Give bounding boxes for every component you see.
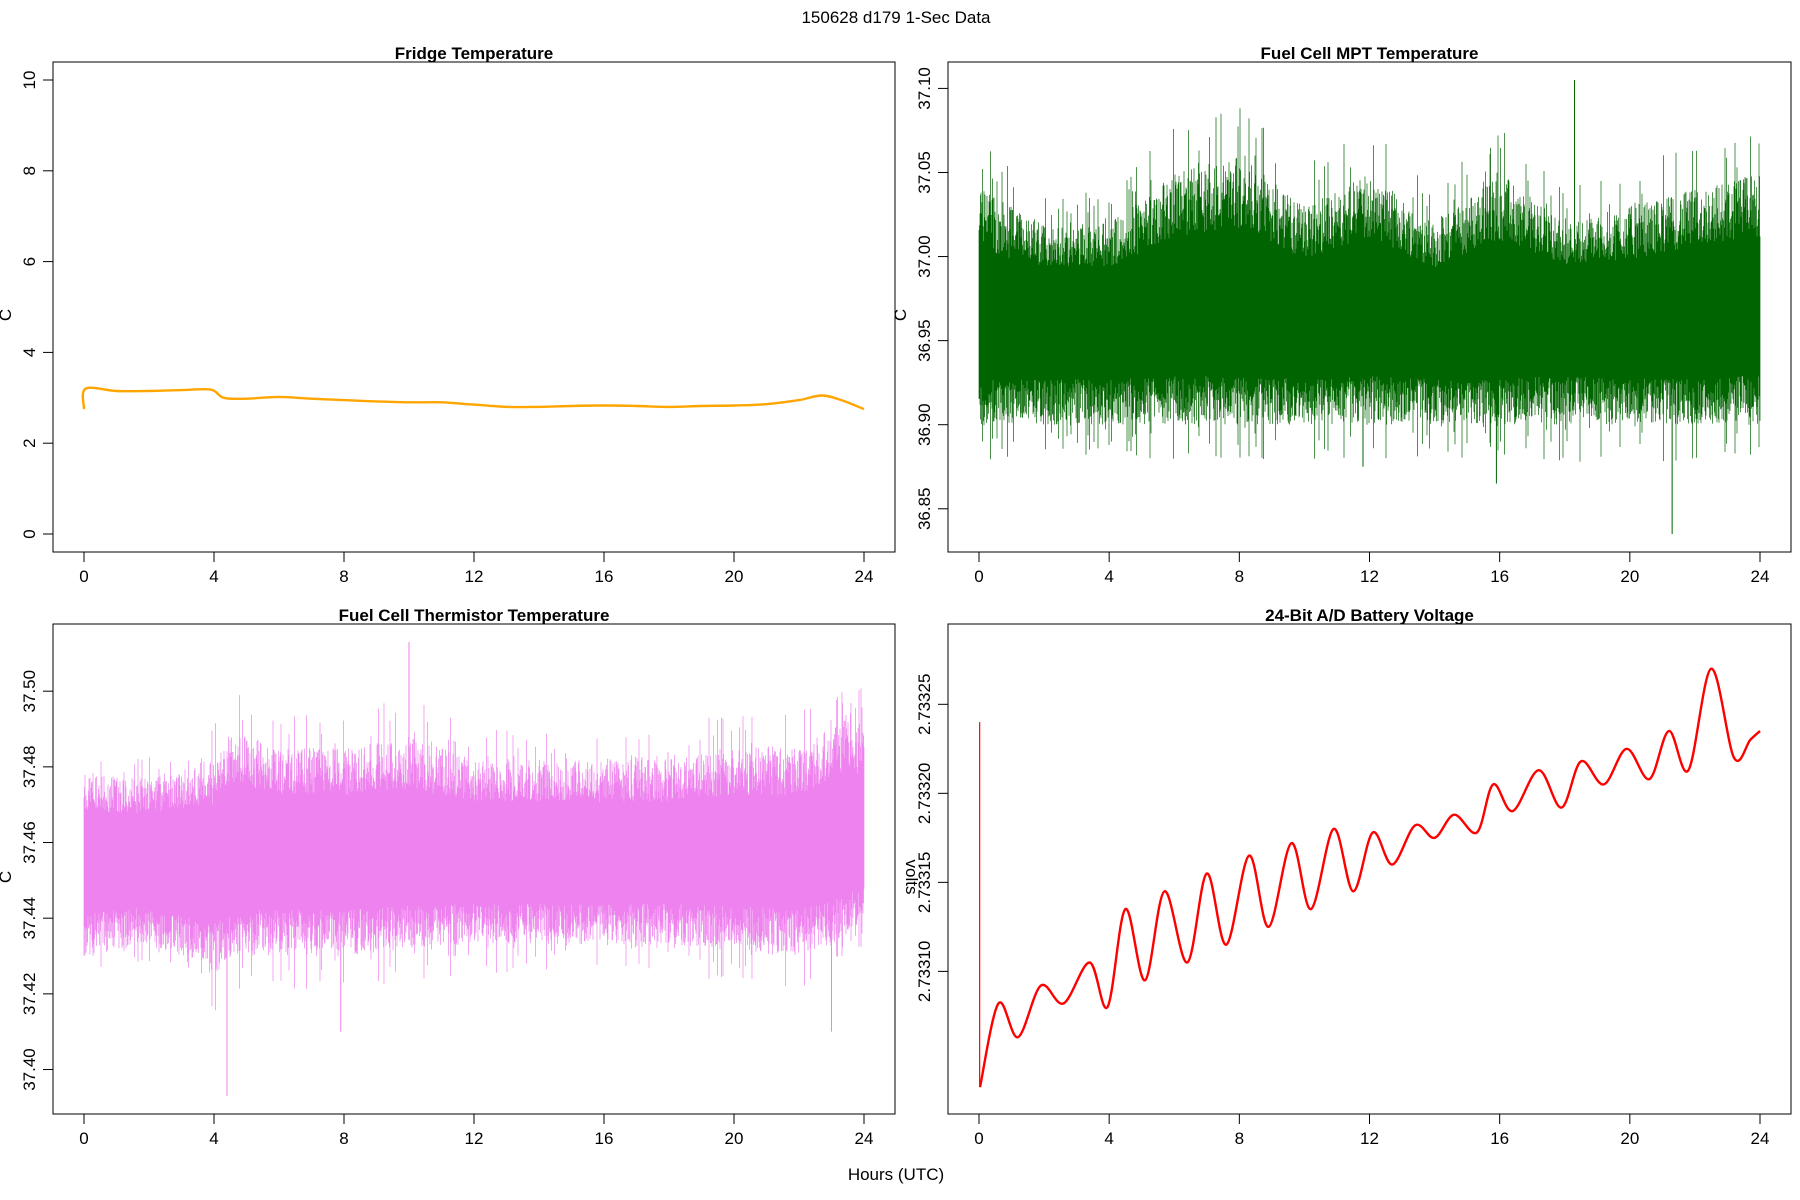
- x-tick-label: 16: [595, 567, 614, 586]
- y-tick-label: 36.85: [915, 488, 934, 531]
- y-tick-label: 37.50: [20, 670, 39, 713]
- y-axis-label: C: [0, 309, 15, 321]
- panel-title: Fuel Cell MPT Temperature: [1261, 44, 1479, 63]
- y-tick-label: 37.05: [915, 151, 934, 194]
- x-tick-label: 16: [1490, 1129, 1509, 1148]
- y-axis: 0 2 4 6 8 10: [20, 71, 54, 539]
- plot-frame: [947, 623, 1792, 1115]
- x-tick-label: 20: [725, 567, 744, 586]
- panel-title: Fridge Temperature: [395, 44, 553, 63]
- x-tick-label: 0: [974, 1129, 983, 1148]
- x-tick-label: 24: [855, 1129, 874, 1148]
- x-tick-label: 16: [595, 1129, 614, 1148]
- y-tick-label: 37.48: [20, 746, 39, 789]
- series: [81, 386, 865, 411]
- x-tick-label: 12: [1360, 567, 1379, 586]
- x-tick-label: 0: [974, 567, 983, 586]
- panels: Fridge Temperature048121620240246810CFue…: [0, 44, 1792, 1148]
- plot-frame: [52, 61, 896, 553]
- x-axis: 0 4 8 12 16 20 24: [79, 551, 874, 586]
- figure-title: 150628 d179 1-Sec Data: [801, 8, 991, 27]
- x-tick-label: 4: [1104, 1129, 1113, 1148]
- x-tick-label: 16: [1490, 567, 1509, 586]
- y-axis: 37.40 37.42 37.44 37.46 37.48 37.50: [20, 670, 54, 1091]
- y-tick-label: 2: [20, 438, 39, 447]
- y-tick-label: 10: [20, 71, 39, 90]
- y-tick-label: 4: [20, 348, 39, 357]
- panel-1: Fridge Temperature048121620240246810C: [0, 44, 896, 586]
- panel-3: Fuel Cell Thermistor Temperature 0 4 8 12 16 2…: [0, 606, 896, 1148]
- x-tick-label: 4: [1104, 567, 1113, 586]
- series-core: [979, 235, 1760, 375]
- series: [978, 667, 1761, 1088]
- y-tick-label: 2.73310: [915, 941, 934, 1002]
- y-axis-label: C: [0, 871, 15, 883]
- series-line: [81, 386, 865, 411]
- x-tick-label: 20: [1620, 567, 1639, 586]
- y-tick-label: 0: [20, 529, 39, 538]
- x-tick-label: 8: [339, 567, 348, 586]
- x-tick-label: 8: [1235, 1129, 1244, 1148]
- x-tick-label: 0: [79, 1129, 88, 1148]
- x-tick-label: 24: [1751, 567, 1770, 586]
- x-tick-label: 20: [725, 1129, 744, 1148]
- series: [83, 642, 865, 1096]
- y-tick-label: 8: [20, 166, 39, 175]
- panel-title: 24-Bit A/D Battery Voltage: [1265, 606, 1474, 625]
- x-tick-label: 8: [339, 1129, 348, 1148]
- y-tick-label: 37.40: [20, 1048, 39, 1091]
- x-tick-label: 8: [1235, 567, 1244, 586]
- x-axis: 0 4 8 12 16 20 24: [79, 1113, 874, 1148]
- y-axis: 2.73310 2.73315 2.73320 2.73325: [915, 674, 949, 1002]
- series-line: [978, 667, 1761, 1088]
- y-tick-label: 36.90: [915, 403, 934, 446]
- panel-2: Fuel Cell MPT Temperature 0 4 8 12 16 20 24 36.8…: [891, 44, 1792, 586]
- y-tick-label: 2.73320: [915, 763, 934, 824]
- x-tick-label: 20: [1620, 1129, 1639, 1148]
- y-tick-label: 37.44: [20, 897, 39, 940]
- y-tick-label: 37.42: [20, 973, 39, 1016]
- x-tick-label: 4: [209, 1129, 218, 1148]
- series-core: [84, 776, 864, 919]
- series: [978, 80, 1761, 534]
- y-tick-label: 2.73325: [915, 674, 934, 735]
- x-tick-label: 12: [465, 1129, 484, 1148]
- x-axis-label: Hours (UTC): [848, 1165, 944, 1184]
- y-tick-label: 2.73315: [915, 852, 934, 913]
- x-axis: 0 4 8 12 16 20 24: [974, 551, 1770, 586]
- y-tick-label: 37.10: [915, 67, 934, 110]
- x-tick-label: 0: [79, 567, 88, 586]
- x-tick-label: 24: [1751, 1129, 1770, 1148]
- x-axis: 0 4 8 12 16 20 24: [974, 1113, 1770, 1148]
- panel-4: 24-Bit A/D Battery Voltage 0 4 8 12 16 20 24 2.7…: [902, 606, 1792, 1148]
- x-tick-label: 12: [1360, 1129, 1379, 1148]
- x-tick-label: 12: [465, 567, 484, 586]
- panel-title: Fuel Cell Thermistor Temperature: [339, 606, 610, 625]
- y-tick-label: 37.00: [915, 235, 934, 278]
- y-tick-label: 36.95: [915, 319, 934, 362]
- y-tick-label: 37.46: [20, 821, 39, 864]
- x-tick-label: 24: [855, 567, 874, 586]
- y-axis-label: volts: [902, 860, 921, 895]
- y-axis-label: C: [891, 309, 910, 321]
- x-tick-label: 4: [209, 567, 218, 586]
- y-tick-label: 6: [20, 257, 39, 266]
- y-axis: 36.85 36.90 36.95 37.00 37.05 37.10: [915, 67, 949, 531]
